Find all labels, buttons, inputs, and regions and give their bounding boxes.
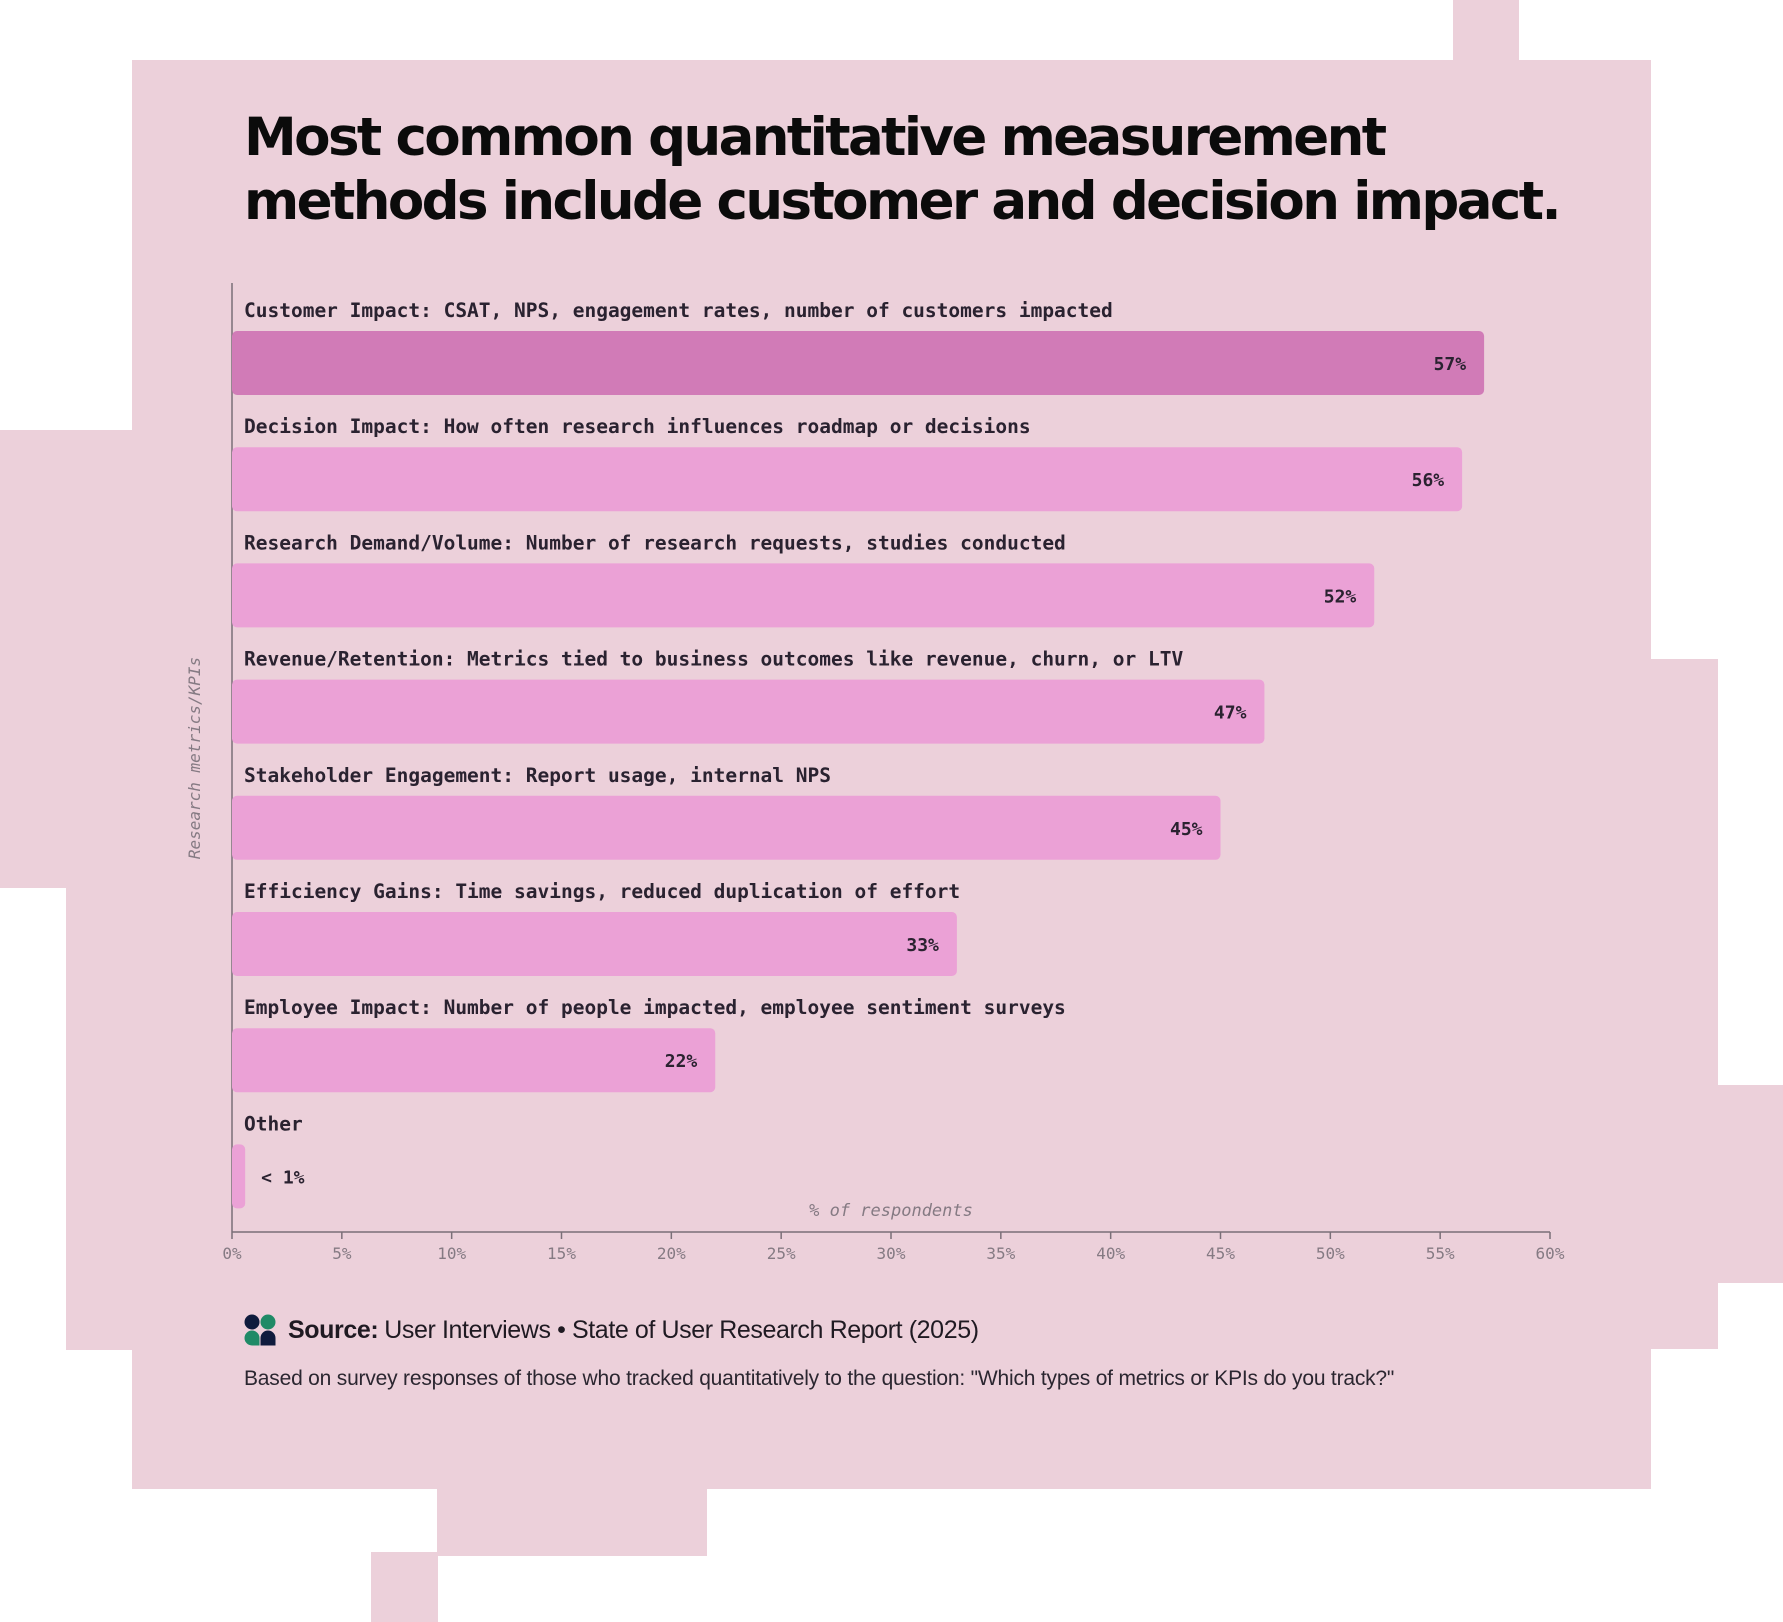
user-interviews-logo-icon [244,1314,276,1346]
background-block [1640,659,1718,1349]
x-tick-label: 25% [767,1244,796,1263]
category-label: Customer Impact: CSAT, NPS, engagement r… [244,299,1113,322]
x-tick-label: 15% [547,1244,576,1263]
x-tick-label: 10% [437,1244,466,1263]
background-block [1710,1085,1783,1283]
category-label: Revenue/Retention: Metrics tied to busin… [244,648,1183,671]
x-tick-label: 20% [657,1244,686,1263]
x-tick-label: 30% [877,1244,906,1263]
bar [232,795,1221,860]
bar [232,1144,246,1209]
chart-card: Most common quantitative measurement met… [132,60,1651,1489]
category-label: Employee Impact: Number of people impact… [244,996,1066,1019]
bar-chart: Research metrics/KPIs Customer Impact: CS… [185,283,1565,1263]
category-label: Research Demand/Volume: Number of resear… [244,531,1066,554]
bar [232,331,1485,395]
source-label: Source: [288,1315,379,1344]
bar-value-label: 47% [1214,703,1247,724]
category-label: Decision Impact: How often research infl… [244,415,1031,438]
background-block [0,430,140,888]
bar-value-label: 52% [1324,586,1357,607]
category-label: Efficiency Gains: Time savings, reduced … [244,880,960,903]
bar [232,912,957,976]
x-tick-label: 45% [1206,1244,1235,1263]
bar-value-label: 22% [665,1051,698,1072]
x-axis-label: % of respondents [809,1201,973,1221]
x-tick-label: 50% [1316,1244,1345,1263]
x-tick-label: 40% [1096,1244,1125,1263]
bar [232,679,1265,744]
x-tick-label: 5% [332,1244,352,1263]
source-line: Source: User Interviews • State of User … [244,1314,979,1346]
background-block [437,1480,707,1556]
bar [232,1028,716,1093]
chart-title: Most common quantitative measurement met… [244,107,1562,232]
background-block [1453,0,1519,70]
y-axis-label: Research metrics/KPIs [185,657,204,859]
x-tick-label: 60% [1536,1244,1565,1263]
bar-value-label: 33% [906,935,939,956]
x-tick-label: 35% [986,1244,1015,1263]
source-text: User Interviews • State of User Research… [384,1315,979,1344]
x-tick-label: 55% [1426,1244,1455,1263]
bar-value-label: 57% [1434,354,1467,375]
background-block [371,1552,438,1622]
bar-value-label: < 1% [261,1167,305,1188]
bar [232,563,1375,628]
survey-note: Based on survey responses of those who t… [244,1367,1395,1390]
category-label: Other [244,1112,303,1135]
bar-value-label: 56% [1412,470,1445,491]
bar [232,447,1463,512]
x-tick-label: 0% [222,1244,242,1263]
category-label: Stakeholder Engagement: Report usage, in… [244,764,831,787]
bar-value-label: 45% [1170,819,1203,840]
